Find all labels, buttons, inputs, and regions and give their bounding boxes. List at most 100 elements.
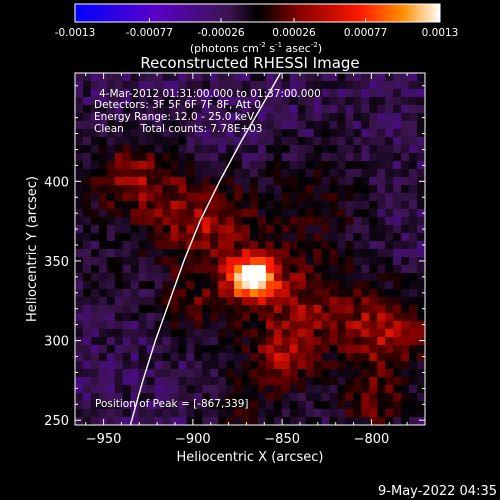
heatmap-cell <box>242 185 251 194</box>
heatmap-cell <box>178 201 187 210</box>
heatmap-cell <box>146 145 156 154</box>
heatmap-cell <box>361 345 370 354</box>
heatmap-cell <box>114 113 124 122</box>
heatmap-cell <box>345 393 354 402</box>
heatmap-cell <box>234 209 243 218</box>
heatmap-cell <box>218 113 227 122</box>
heatmap-cell <box>345 161 354 170</box>
heatmap-cell <box>401 137 410 146</box>
heatmap-cell <box>273 409 283 418</box>
heatmap-cell <box>170 265 179 274</box>
heatmap-cell <box>305 417 315 425</box>
heatmap-cell <box>313 409 323 418</box>
heatmap-cell <box>377 289 386 298</box>
heatmap-cell <box>369 145 378 154</box>
heatmap-cell <box>257 257 267 266</box>
heatmap-cell <box>353 369 362 378</box>
heatmap-cell <box>234 185 243 194</box>
heatmap-cell <box>202 401 211 410</box>
heatmap-cell <box>178 121 187 130</box>
heatmap-cell <box>218 377 227 386</box>
heatmap-cell <box>226 73 235 82</box>
heatmap-cell <box>385 393 394 402</box>
heatmap-cell <box>369 353 378 362</box>
heatmap-cell <box>162 353 172 362</box>
heatmap-cell <box>361 297 370 306</box>
heatmap-cell <box>202 217 211 226</box>
heatmap-cell <box>170 297 179 306</box>
heatmap-cell <box>186 145 195 154</box>
heatmap-cell <box>154 97 164 106</box>
heatmap-cell <box>82 313 92 322</box>
heatmap-cell <box>377 369 386 378</box>
heatmap-cell <box>82 233 92 242</box>
heatmap-cell <box>106 161 116 170</box>
heatmap-cell <box>289 249 299 258</box>
heatmap-cell <box>250 105 259 114</box>
heatmap-cell <box>313 73 323 82</box>
heatmap-cell <box>170 401 179 410</box>
heatmap-cell <box>393 337 402 346</box>
heatmap-cell <box>90 193 100 202</box>
heatmap-cell <box>114 153 124 162</box>
heatmap-cell <box>170 81 179 90</box>
x-tick-label: −950 <box>86 432 122 447</box>
heatmap-cell <box>401 281 410 290</box>
heatmap-cell <box>138 385 148 394</box>
heatmap-cell <box>409 209 418 218</box>
heatmap-cell <box>281 73 291 82</box>
heatmap-cell <box>353 337 362 346</box>
heatmap-cell <box>417 233 425 242</box>
heatmap-cell <box>417 249 425 258</box>
heatmap-cell <box>122 321 132 330</box>
heatmap-cell <box>106 393 116 402</box>
heatmap-cell <box>146 361 156 370</box>
heatmap-cell <box>265 289 275 298</box>
heatmap-cell <box>162 297 172 306</box>
heatmap-cell <box>146 369 156 378</box>
heatmap-cell <box>234 289 243 298</box>
heatmap-cell <box>170 161 179 170</box>
heatmap-cell <box>90 289 100 298</box>
heatmap-cell <box>345 265 354 274</box>
heatmap-cell <box>186 121 195 130</box>
heatmap-cell <box>297 385 307 394</box>
heatmap-cell <box>369 361 378 370</box>
heatmap-cell <box>305 233 315 242</box>
heatmap-cell <box>321 217 331 226</box>
heatmap-cell <box>106 409 116 418</box>
heatmap-cell <box>226 153 235 162</box>
heatmap-cell <box>154 145 164 154</box>
heatmap-cell <box>401 345 410 354</box>
heatmap-cell <box>361 369 370 378</box>
heatmap-cell <box>353 273 362 282</box>
heatmap-cell <box>186 161 195 170</box>
heatmap-cell <box>234 233 243 242</box>
heatmap-cell <box>265 353 275 362</box>
heatmap-cell <box>417 81 425 90</box>
heatmap-cell <box>361 169 370 178</box>
heatmap-cell <box>353 417 362 425</box>
heatmap-cell <box>138 313 148 322</box>
heatmap-cell <box>178 81 187 90</box>
heatmap-cell <box>369 217 378 226</box>
heatmap-cell <box>75 305 84 314</box>
heatmap-cell <box>162 337 172 346</box>
heatmap-cell <box>417 313 425 322</box>
heatmap-cell <box>186 385 195 394</box>
heatmap-cell <box>114 321 124 330</box>
heatmap-cell <box>154 321 164 330</box>
heatmap-cell <box>170 305 179 314</box>
heatmap-cell <box>114 185 124 194</box>
heatmap-cell <box>170 353 179 362</box>
heatmap-cell <box>202 169 211 178</box>
heatmap-cell <box>369 249 378 258</box>
heatmap-cell <box>226 233 235 242</box>
heatmap-cell <box>162 209 172 218</box>
heatmap-cell <box>313 377 323 386</box>
chart-title: Reconstructed RHESSI Image <box>140 54 359 72</box>
heatmap-cell <box>337 409 347 418</box>
heatmap-cell <box>385 241 394 250</box>
heatmap-cell <box>337 105 347 114</box>
heatmap-cell <box>154 193 164 202</box>
